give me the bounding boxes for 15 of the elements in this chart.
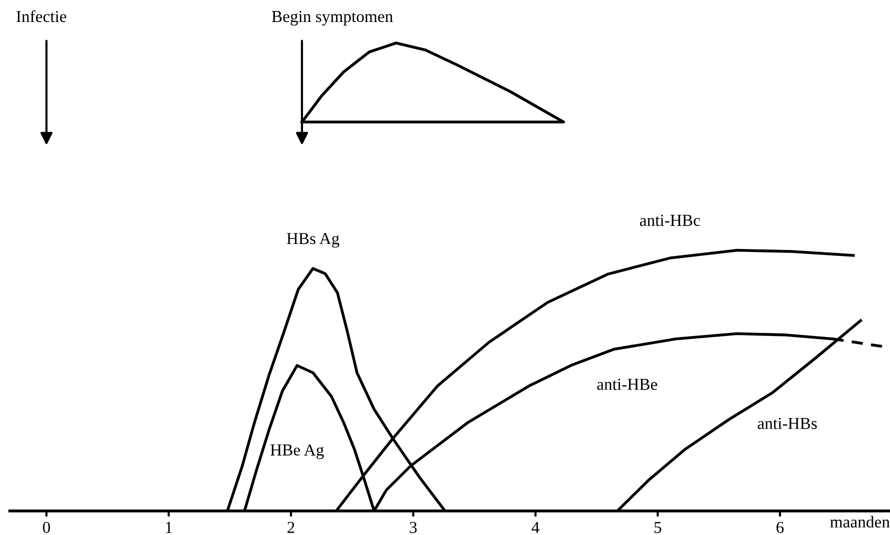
series-label: anti-HBc: [640, 214, 700, 226]
x-tick-label: 0: [42, 522, 50, 534]
series-label: HBs Ag: [286, 233, 340, 248]
x-tick-label: 4: [532, 522, 540, 533]
x-tick-label: 3: [410, 522, 417, 534]
x-tick-label: 5: [654, 522, 662, 534]
series-label: anti-HBs: [758, 418, 817, 430]
text: Begin symptomen: [272, 10, 393, 26]
x-tick-label: 6: [776, 522, 784, 534]
series-label: anti-HBe: [597, 378, 658, 390]
text: Infectie: [16, 10, 66, 22]
series-label: HBe Ag: [270, 444, 324, 460]
x-tick-label: 2: [288, 522, 294, 533]
x-tick-label: 1: [166, 522, 172, 533]
x-axis-title: maanden: [830, 516, 890, 528]
